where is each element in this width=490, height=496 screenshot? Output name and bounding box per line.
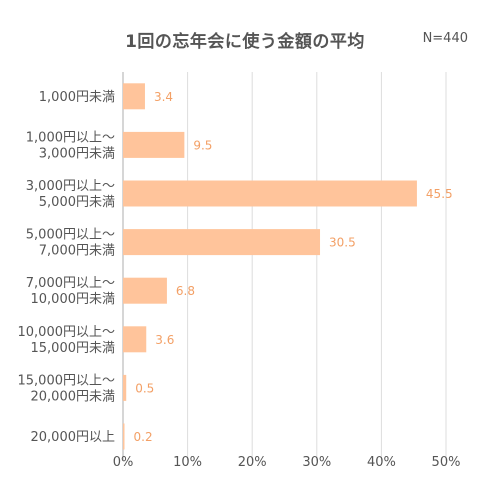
data-label: 0.5 — [135, 381, 154, 395]
x-tick-label: 40% — [367, 455, 396, 470]
category-label: 15,000円以上～ 20,000円未満 — [18, 373, 116, 404]
x-tick-label: 0% — [113, 455, 134, 470]
x-tick-label: 30% — [302, 455, 331, 470]
x-tick-label: 10% — [173, 455, 202, 470]
bar — [123, 83, 145, 110]
bar — [123, 326, 147, 353]
bar — [123, 229, 321, 256]
data-label: 9.5 — [193, 138, 212, 152]
data-label: 3.4 — [154, 90, 173, 104]
category-label: 1,000円未満 — [39, 90, 115, 105]
category-label: 20,000円以上 — [31, 430, 116, 445]
bar — [123, 423, 125, 450]
bar — [123, 131, 185, 158]
category-label: 1,000円以上～ 3,000円未満 — [26, 130, 115, 161]
category-label: 7,000円以上～ 10,000円未満 — [26, 276, 115, 307]
data-label: 0.2 — [134, 430, 153, 444]
x-tick-label: 50% — [432, 455, 461, 470]
category-label: 10,000円以上～ 15,000円未満 — [18, 325, 116, 356]
data-label: 30.5 — [329, 236, 356, 250]
x-tick-label: 20% — [238, 455, 267, 470]
bar — [123, 180, 417, 207]
chart-title: 1回の忘年会に使う金額の平均 — [125, 32, 365, 52]
category-label: 5,000円以上～ 7,000円未満 — [26, 228, 115, 259]
bar — [123, 277, 167, 304]
category-label: 3,000円以上～ 5,000円未満 — [26, 179, 115, 210]
bar — [123, 374, 127, 401]
sample-size-note: N=440 — [422, 31, 468, 46]
data-label: 3.6 — [155, 333, 174, 347]
data-label: 6.8 — [176, 284, 195, 298]
data-label: 45.5 — [426, 187, 453, 201]
